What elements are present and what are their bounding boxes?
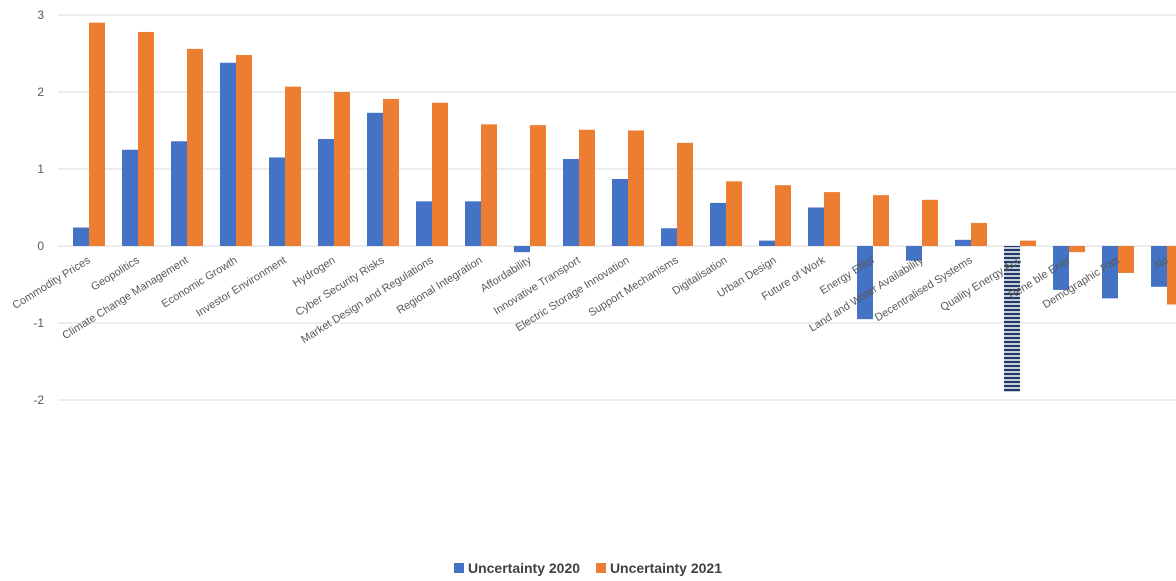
bar-2021-4 — [285, 86, 301, 246]
bar-2021-22 — [1167, 246, 1176, 305]
y-tick-label: 0 — [37, 239, 44, 253]
bar-2021-13 — [726, 181, 742, 246]
y-tick-label: 1 — [37, 162, 44, 176]
bar-2020-16 — [857, 246, 873, 320]
bar-2020-14 — [759, 240, 775, 246]
bar-2021-16 — [873, 195, 889, 246]
bar-2020-1 — [122, 149, 138, 246]
bar-2020-6 — [367, 112, 383, 246]
bar-2021-0 — [89, 22, 105, 247]
category-label: Investor Environment — [194, 254, 289, 319]
bar-2020-10 — [563, 158, 579, 246]
bar-2021-15 — [824, 192, 840, 246]
y-tick-label: -2 — [33, 393, 44, 407]
bar-2021-5 — [334, 92, 350, 246]
bar-2020-3 — [220, 62, 236, 246]
bar-2020-22 — [1151, 246, 1167, 287]
bar-2021-18 — [971, 222, 987, 246]
bar-2020-0 — [73, 227, 89, 246]
category-label: Support Mechanisms — [587, 254, 681, 319]
bar-2020-4 — [269, 157, 285, 246]
bar-2020-20 — [1053, 246, 1069, 290]
bar-2021-20 — [1069, 246, 1085, 253]
bar-2021-1 — [138, 31, 154, 246]
bar-2021-21 — [1118, 246, 1134, 273]
y-tick-label: -1 — [33, 316, 44, 330]
bar-2020-5 — [318, 138, 334, 246]
bar-2021-8 — [481, 124, 497, 246]
legend-swatch-2021 — [595, 563, 606, 573]
bars — [73, 22, 1176, 393]
legend-label-2020: Uncertainty 2020 — [467, 560, 581, 576]
category-label: Regional Integration — [395, 254, 485, 316]
bar-2020-15 — [808, 207, 824, 246]
y-axis-tick-labels: 3 2 1 0 -1 -2 — [33, 8, 44, 407]
bar-2021-6 — [383, 98, 399, 247]
bar-2020-7 — [416, 201, 432, 246]
legend-label-2021: Uncertainty 2021 — [609, 560, 722, 576]
category-label: Commodity Prices — [11, 254, 93, 312]
bar-2021-2 — [187, 48, 203, 246]
bar-2021-3 — [236, 55, 252, 246]
legend: Uncertainty 2020 Uncertainty 2021 — [0, 560, 1176, 576]
bar-2021-9 — [530, 125, 546, 246]
bar-2020-17 — [906, 246, 922, 261]
bar-2020-12 — [661, 228, 677, 246]
bar-2020-18 — [955, 239, 971, 246]
legend-item-2020: Uncertainty 2020 — [453, 560, 581, 576]
bar-2020-9 — [514, 246, 530, 253]
legend-item-2021: Uncertainty 2021 — [595, 560, 722, 576]
category-label: Innovative Transport — [492, 254, 583, 317]
y-tick-label: 2 — [37, 85, 44, 99]
bar-2021-11 — [628, 130, 644, 246]
bar-2021-19 — [1020, 240, 1036, 246]
bar-2020-21 — [1102, 246, 1118, 299]
bar-2020-13 — [710, 202, 726, 246]
bar-2021-14 — [775, 185, 791, 246]
bar-2021-17 — [922, 199, 938, 246]
y-tick-label: 3 — [37, 8, 44, 22]
bar-2021-7 — [432, 102, 448, 246]
legend-swatch-2020 — [453, 563, 464, 573]
bar-2021-10 — [579, 129, 595, 246]
bar-2021-12 — [677, 142, 693, 246]
bar-2020-11 — [612, 179, 628, 246]
bar-2020-8 — [465, 201, 481, 246]
bar-2020-2 — [171, 141, 187, 246]
